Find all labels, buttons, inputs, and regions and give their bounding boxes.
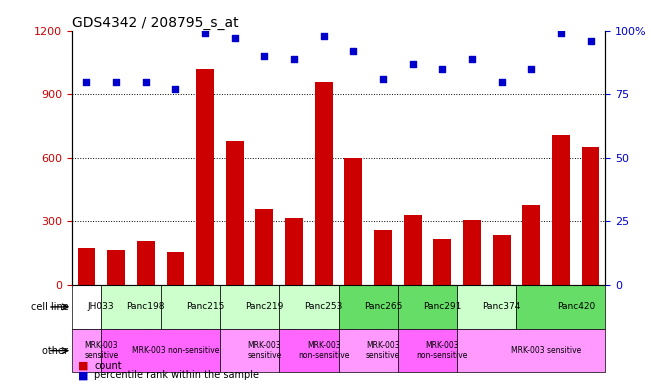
FancyBboxPatch shape bbox=[161, 285, 220, 329]
FancyBboxPatch shape bbox=[339, 329, 398, 372]
Point bbox=[556, 30, 566, 36]
Bar bbox=[463, 220, 481, 285]
Text: percentile rank within the sample: percentile rank within the sample bbox=[94, 370, 259, 380]
Bar bbox=[552, 134, 570, 285]
Point bbox=[259, 53, 270, 59]
Point bbox=[200, 30, 210, 36]
Bar bbox=[434, 240, 451, 285]
Point bbox=[526, 66, 536, 72]
Text: MRK-003
non-sensitive: MRK-003 non-sensitive bbox=[298, 341, 350, 360]
Bar bbox=[196, 69, 214, 285]
Bar bbox=[404, 215, 422, 285]
FancyBboxPatch shape bbox=[398, 329, 457, 372]
Bar bbox=[226, 141, 243, 285]
Bar bbox=[255, 209, 273, 285]
FancyBboxPatch shape bbox=[457, 329, 605, 372]
Bar bbox=[344, 158, 362, 285]
Text: ■: ■ bbox=[78, 361, 89, 371]
FancyBboxPatch shape bbox=[102, 329, 220, 372]
Bar bbox=[374, 230, 392, 285]
Text: ■: ■ bbox=[78, 370, 89, 380]
Text: MRK-003
non-sensitive: MRK-003 non-sensitive bbox=[417, 341, 468, 360]
Point bbox=[378, 76, 388, 82]
Point bbox=[497, 78, 507, 84]
Text: Panc374: Panc374 bbox=[482, 303, 521, 311]
FancyBboxPatch shape bbox=[457, 285, 516, 329]
Bar bbox=[315, 81, 333, 285]
Point bbox=[81, 78, 92, 84]
Bar bbox=[137, 240, 155, 285]
Text: MRK-003
sensitive: MRK-003 sensitive bbox=[247, 341, 281, 360]
Point bbox=[230, 35, 240, 41]
FancyBboxPatch shape bbox=[516, 285, 605, 329]
Bar bbox=[107, 250, 125, 285]
Point bbox=[467, 56, 477, 62]
FancyBboxPatch shape bbox=[279, 285, 339, 329]
Text: MRK-003
sensitive: MRK-003 sensitive bbox=[366, 341, 400, 360]
Point bbox=[141, 78, 151, 84]
Bar bbox=[167, 252, 184, 285]
Bar bbox=[77, 248, 95, 285]
FancyBboxPatch shape bbox=[220, 285, 279, 329]
Text: Panc215: Panc215 bbox=[186, 303, 224, 311]
Text: GDS4342 / 208795_s_at: GDS4342 / 208795_s_at bbox=[72, 16, 238, 30]
FancyBboxPatch shape bbox=[220, 329, 279, 372]
Text: Panc265: Panc265 bbox=[364, 303, 402, 311]
Text: Panc219: Panc219 bbox=[245, 303, 284, 311]
Point bbox=[111, 78, 121, 84]
Point bbox=[289, 56, 299, 62]
Bar bbox=[582, 147, 600, 285]
Text: other: other bbox=[42, 346, 72, 356]
Text: Panc253: Panc253 bbox=[305, 303, 343, 311]
Bar bbox=[285, 218, 303, 285]
Point bbox=[585, 38, 596, 44]
Point bbox=[318, 33, 329, 39]
Point bbox=[437, 66, 447, 72]
Text: Panc420: Panc420 bbox=[557, 303, 595, 311]
FancyBboxPatch shape bbox=[72, 285, 102, 329]
FancyBboxPatch shape bbox=[279, 329, 339, 372]
Text: MRK-003
sensitive: MRK-003 sensitive bbox=[84, 341, 118, 360]
Text: count: count bbox=[94, 361, 122, 371]
Text: Panc291: Panc291 bbox=[423, 303, 462, 311]
FancyBboxPatch shape bbox=[102, 285, 161, 329]
Text: cell line: cell line bbox=[31, 302, 72, 312]
Text: MRK-003 non-sensitive: MRK-003 non-sensitive bbox=[132, 346, 219, 355]
FancyBboxPatch shape bbox=[339, 285, 398, 329]
Text: Panc198: Panc198 bbox=[126, 303, 165, 311]
Text: MRK-003 sensitive: MRK-003 sensitive bbox=[511, 346, 581, 355]
Bar bbox=[522, 205, 540, 285]
Point bbox=[408, 61, 418, 67]
Bar bbox=[493, 235, 510, 285]
Point bbox=[348, 48, 359, 54]
Point bbox=[170, 86, 180, 92]
FancyBboxPatch shape bbox=[72, 329, 102, 372]
FancyBboxPatch shape bbox=[398, 285, 457, 329]
Text: JH033: JH033 bbox=[88, 303, 115, 311]
